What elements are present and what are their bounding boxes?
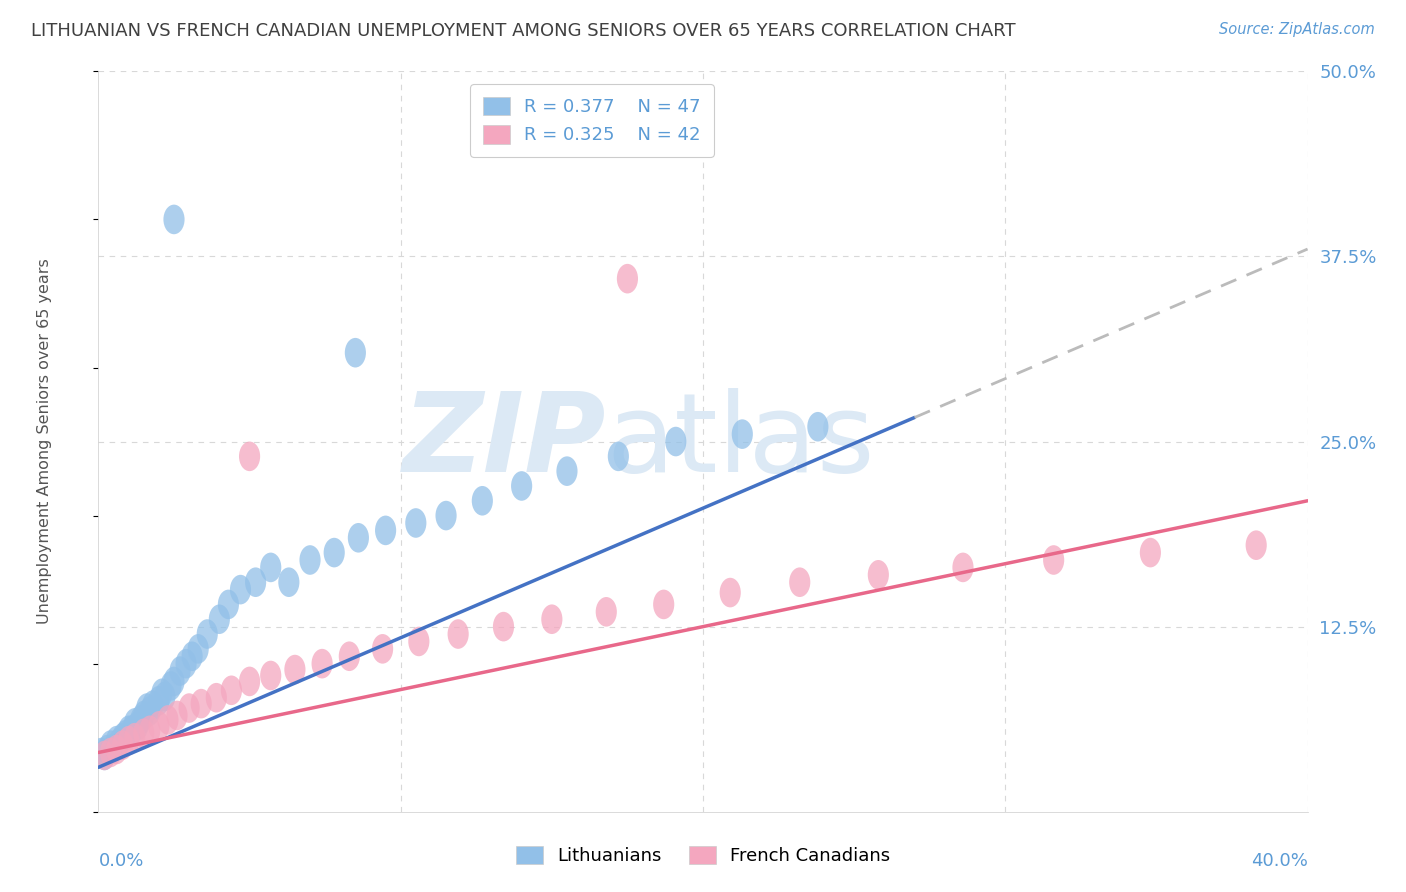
Ellipse shape bbox=[208, 605, 231, 634]
Ellipse shape bbox=[166, 701, 187, 731]
Ellipse shape bbox=[170, 657, 191, 686]
Ellipse shape bbox=[131, 705, 152, 735]
Ellipse shape bbox=[124, 723, 145, 753]
Ellipse shape bbox=[191, 689, 212, 718]
Ellipse shape bbox=[157, 705, 179, 735]
Ellipse shape bbox=[139, 715, 160, 745]
Ellipse shape bbox=[1140, 538, 1161, 567]
Ellipse shape bbox=[344, 338, 366, 368]
Ellipse shape bbox=[100, 731, 121, 760]
Ellipse shape bbox=[596, 597, 617, 627]
Ellipse shape bbox=[436, 500, 457, 531]
Ellipse shape bbox=[239, 442, 260, 471]
Ellipse shape bbox=[312, 648, 333, 679]
Ellipse shape bbox=[105, 735, 127, 764]
Ellipse shape bbox=[112, 723, 134, 753]
Ellipse shape bbox=[408, 626, 429, 657]
Ellipse shape bbox=[231, 574, 252, 605]
Ellipse shape bbox=[160, 671, 181, 701]
Ellipse shape bbox=[163, 666, 184, 697]
Ellipse shape bbox=[720, 578, 741, 607]
Ellipse shape bbox=[118, 726, 139, 756]
Ellipse shape bbox=[142, 690, 163, 720]
Text: 0.0%: 0.0% bbox=[98, 853, 143, 871]
Ellipse shape bbox=[134, 701, 155, 731]
Text: ZIP: ZIP bbox=[402, 388, 606, 495]
Ellipse shape bbox=[323, 538, 344, 567]
Ellipse shape bbox=[339, 641, 360, 671]
Ellipse shape bbox=[121, 715, 142, 745]
Ellipse shape bbox=[179, 693, 200, 723]
Ellipse shape bbox=[197, 619, 218, 648]
Ellipse shape bbox=[278, 567, 299, 597]
Ellipse shape bbox=[284, 655, 305, 684]
Ellipse shape bbox=[1246, 531, 1267, 560]
Legend: Lithuanians, French Canadians: Lithuanians, French Canadians bbox=[509, 838, 897, 872]
Ellipse shape bbox=[807, 412, 828, 442]
Ellipse shape bbox=[97, 735, 118, 764]
Ellipse shape bbox=[94, 740, 115, 771]
Ellipse shape bbox=[100, 738, 121, 767]
Ellipse shape bbox=[205, 683, 226, 713]
Ellipse shape bbox=[136, 693, 157, 723]
Legend: R = 0.377    N = 47, R = 0.325    N = 42: R = 0.377 N = 47, R = 0.325 N = 42 bbox=[470, 84, 713, 157]
Text: LITHUANIAN VS FRENCH CANADIAN UNEMPLOYMENT AMONG SENIORS OVER 65 YEARS CORRELATI: LITHUANIAN VS FRENCH CANADIAN UNEMPLOYME… bbox=[31, 22, 1015, 40]
Text: Source: ZipAtlas.com: Source: ZipAtlas.com bbox=[1219, 22, 1375, 37]
Ellipse shape bbox=[789, 567, 810, 597]
Ellipse shape bbox=[654, 590, 675, 619]
Ellipse shape bbox=[347, 523, 368, 553]
Ellipse shape bbox=[510, 471, 533, 500]
Ellipse shape bbox=[152, 679, 173, 708]
Ellipse shape bbox=[103, 733, 124, 763]
Ellipse shape bbox=[472, 486, 494, 516]
Ellipse shape bbox=[1043, 545, 1064, 574]
Ellipse shape bbox=[124, 708, 145, 738]
Ellipse shape bbox=[557, 457, 578, 486]
Ellipse shape bbox=[112, 731, 134, 760]
Ellipse shape bbox=[105, 726, 127, 756]
Ellipse shape bbox=[447, 619, 468, 648]
Text: Unemployment Among Seniors over 65 years: Unemployment Among Seniors over 65 years bbox=[37, 259, 52, 624]
Ellipse shape bbox=[665, 426, 686, 457]
Ellipse shape bbox=[731, 419, 752, 449]
Ellipse shape bbox=[187, 634, 208, 664]
Ellipse shape bbox=[607, 442, 628, 471]
Text: 40.0%: 40.0% bbox=[1251, 853, 1308, 871]
Ellipse shape bbox=[239, 666, 260, 697]
Ellipse shape bbox=[952, 552, 973, 582]
Ellipse shape bbox=[494, 612, 515, 641]
Ellipse shape bbox=[127, 711, 148, 740]
Ellipse shape bbox=[245, 567, 266, 597]
Ellipse shape bbox=[221, 675, 242, 705]
Ellipse shape bbox=[541, 605, 562, 634]
Ellipse shape bbox=[155, 681, 176, 711]
Ellipse shape bbox=[134, 718, 155, 748]
Ellipse shape bbox=[110, 727, 131, 757]
Text: atlas: atlas bbox=[606, 388, 875, 495]
Ellipse shape bbox=[91, 738, 112, 767]
Ellipse shape bbox=[115, 720, 136, 749]
Ellipse shape bbox=[181, 641, 202, 671]
Ellipse shape bbox=[139, 697, 160, 726]
Ellipse shape bbox=[260, 661, 281, 690]
Ellipse shape bbox=[148, 711, 170, 740]
Ellipse shape bbox=[163, 204, 184, 235]
Ellipse shape bbox=[868, 560, 889, 590]
Ellipse shape bbox=[148, 686, 170, 715]
Ellipse shape bbox=[218, 590, 239, 619]
Ellipse shape bbox=[94, 740, 115, 771]
Ellipse shape bbox=[260, 552, 281, 582]
Ellipse shape bbox=[373, 634, 394, 664]
Ellipse shape bbox=[617, 264, 638, 293]
Ellipse shape bbox=[375, 516, 396, 545]
Ellipse shape bbox=[176, 648, 197, 679]
Ellipse shape bbox=[299, 545, 321, 574]
Ellipse shape bbox=[405, 508, 426, 538]
Ellipse shape bbox=[118, 715, 139, 745]
